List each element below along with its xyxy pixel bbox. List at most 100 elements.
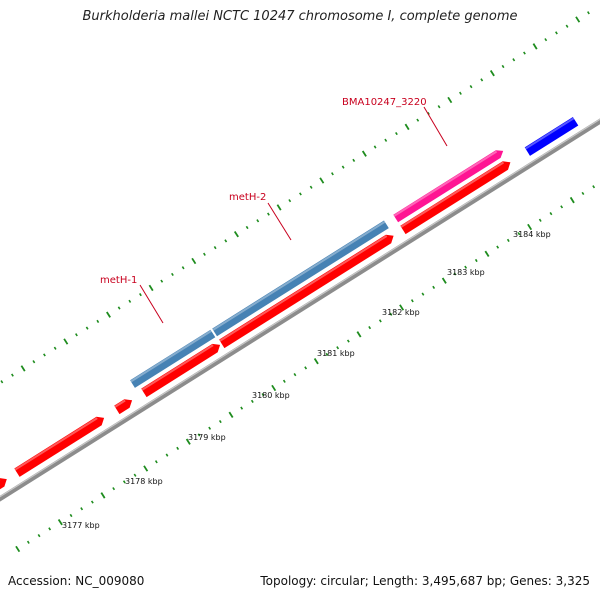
kbp-label-3182: 3182 kbp bbox=[382, 308, 420, 317]
upper-tick bbox=[341, 165, 345, 169]
gene-label-bma10247-3220[interactable]: BMA10247_3220 bbox=[342, 97, 427, 108]
lower-tick bbox=[356, 331, 362, 338]
lower-tick bbox=[496, 245, 500, 249]
upper-tick bbox=[191, 257, 197, 265]
lower-tick bbox=[549, 211, 553, 216]
cds-feature-1[interactable] bbox=[0, 478, 7, 501]
upper-tick bbox=[416, 118, 420, 122]
kbp-label-3178: 3178 kbp bbox=[125, 477, 163, 486]
lower-tick bbox=[581, 191, 585, 196]
upper-tick bbox=[288, 199, 292, 203]
lower-tick bbox=[154, 460, 158, 464]
leader-line-meth-1 bbox=[139, 284, 164, 324]
lower-tick bbox=[389, 312, 393, 316]
lower-tick bbox=[560, 205, 564, 209]
gene-label-meth-2[interactable]: metH-2 bbox=[229, 192, 266, 203]
upper-tick bbox=[128, 299, 132, 303]
cds-feature-4[interactable] bbox=[141, 343, 221, 398]
upper-tick bbox=[299, 192, 302, 196]
tick-track-lower bbox=[15, 185, 596, 553]
lower-tick bbox=[112, 487, 116, 491]
lower-tick bbox=[378, 319, 382, 323]
upper-tick bbox=[404, 123, 410, 131]
lower-tick bbox=[176, 446, 180, 451]
lower-tick bbox=[474, 258, 478, 263]
lower-tick bbox=[410, 299, 414, 303]
lower-tick bbox=[122, 480, 126, 484]
upper-tick bbox=[171, 272, 174, 277]
upper-tick bbox=[160, 279, 164, 283]
upper-tick bbox=[106, 311, 111, 318]
kbp-label-3180: 3180 kbp bbox=[252, 391, 290, 400]
cds-feature-3[interactable] bbox=[114, 399, 133, 415]
lower-tick bbox=[26, 540, 30, 544]
lower-tick bbox=[527, 223, 533, 231]
upper-tick bbox=[565, 24, 569, 28]
upper-tick bbox=[480, 78, 484, 82]
lower-tick bbox=[185, 438, 191, 445]
upper-tick bbox=[11, 373, 14, 377]
genome-backbone-highlight bbox=[0, 118, 600, 498]
cds-feature-6[interactable] bbox=[400, 161, 511, 235]
gene-label-meth-1[interactable]: metH-1 bbox=[100, 275, 137, 286]
cds-feature-5[interactable] bbox=[219, 234, 394, 349]
lower-tick bbox=[421, 292, 425, 296]
upper-tick bbox=[555, 31, 558, 35]
lower-tick bbox=[313, 358, 319, 365]
upper-tick bbox=[352, 158, 356, 163]
genome-backbone bbox=[0, 118, 600, 502]
kbp-label-3181: 3181 kbp bbox=[317, 349, 355, 358]
upper-tick bbox=[139, 292, 142, 297]
upper-tick bbox=[331, 172, 334, 176]
upper-tick bbox=[523, 51, 526, 55]
lower-tick bbox=[69, 513, 73, 518]
genome-summary-text: Topology: circular; Length: 3,495,687 bp… bbox=[260, 574, 590, 588]
lower-tick bbox=[197, 433, 201, 437]
upper-tick bbox=[427, 111, 430, 116]
upper-tick bbox=[319, 177, 325, 184]
upper-tick bbox=[224, 239, 228, 243]
upper-tick bbox=[43, 353, 46, 357]
lower-tick bbox=[133, 473, 137, 477]
lower-tick bbox=[325, 352, 329, 357]
gene-feature-meth-1[interactable] bbox=[130, 329, 216, 388]
lower-tick bbox=[228, 411, 234, 418]
upper-tick bbox=[267, 212, 270, 216]
upper-tick bbox=[459, 91, 462, 95]
upper-tick bbox=[96, 319, 100, 324]
upper-tick bbox=[256, 219, 260, 223]
upper-tick bbox=[361, 150, 367, 157]
lower-tick bbox=[336, 346, 340, 350]
gene-feature-meth-2[interactable] bbox=[212, 220, 389, 337]
tick-track-upper bbox=[0, 11, 590, 384]
upper-tick bbox=[575, 16, 581, 23]
cds-feature-2-highlight bbox=[14, 417, 98, 471]
lower-tick bbox=[143, 465, 149, 472]
upper-tick bbox=[501, 64, 505, 69]
lower-tick bbox=[399, 304, 405, 311]
lower-tick bbox=[271, 384, 277, 392]
lower-tick bbox=[100, 492, 106, 499]
kbp-label-3184: 3184 kbp bbox=[513, 230, 551, 239]
upper-tick bbox=[544, 38, 548, 42]
upper-tick bbox=[245, 225, 249, 230]
upper-tick bbox=[75, 333, 78, 337]
gene-feature-meth-2-highlight bbox=[212, 220, 386, 331]
lower-tick bbox=[208, 426, 212, 430]
gene-feature-blue[interactable] bbox=[524, 117, 579, 156]
upper-tick bbox=[512, 58, 516, 62]
lower-tick bbox=[57, 519, 63, 526]
upper-tick bbox=[309, 185, 313, 189]
gene-feature-bma10247-3220[interactable] bbox=[393, 150, 504, 223]
upper-tick bbox=[181, 266, 185, 270]
lower-tick bbox=[15, 545, 21, 553]
lower-tick bbox=[48, 527, 52, 531]
upper-tick bbox=[63, 338, 69, 345]
lower-tick bbox=[592, 185, 596, 189]
cds-feature-2[interactable] bbox=[14, 416, 105, 477]
lower-tick bbox=[506, 238, 510, 243]
upper-tick bbox=[447, 96, 453, 104]
upper-tick bbox=[437, 105, 441, 109]
lower-tick bbox=[293, 372, 297, 377]
